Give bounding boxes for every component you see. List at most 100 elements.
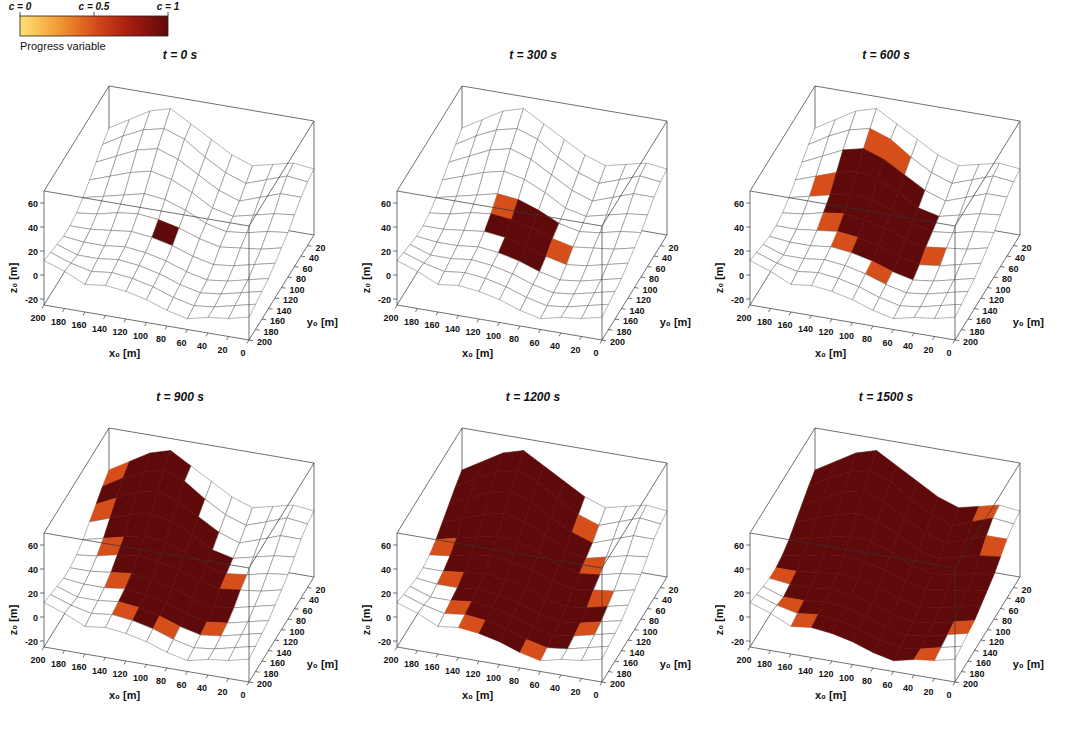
axes: 2001801601401201008060402002040608010012… xyxy=(713,541,1044,701)
z-tick-label: -20 xyxy=(731,637,744,647)
x-tick-label: 160 xyxy=(777,662,792,672)
y-tick-label: 140 xyxy=(277,306,292,316)
box-edge xyxy=(602,577,667,682)
y-tick-label: 120 xyxy=(636,295,651,305)
z-tick-label: -20 xyxy=(378,637,391,647)
y-tick xyxy=(249,682,253,684)
x-tick xyxy=(124,319,126,322)
surface-cell xyxy=(974,556,1001,575)
x-tick xyxy=(145,665,147,668)
y-tick-label: 100 xyxy=(996,627,1011,637)
x-tick xyxy=(580,679,582,682)
y-tick-label: 160 xyxy=(976,658,991,668)
z-tick xyxy=(40,545,44,546)
panel-title: t = 900 s xyxy=(156,390,204,404)
panel: t = 1200 s200180160140120100806040200204… xyxy=(360,390,691,701)
z-tick-label: 0 xyxy=(33,271,38,281)
box-edge xyxy=(249,226,250,340)
x-tick-label: 100 xyxy=(839,673,854,683)
y-tick-label: 160 xyxy=(270,658,285,668)
x-tick-label: 180 xyxy=(757,659,772,669)
y-tick xyxy=(635,629,639,631)
x-tick-label: 40 xyxy=(197,683,207,693)
surface-cell xyxy=(601,605,628,622)
y-tick-label: 20 xyxy=(669,243,679,253)
y-tick-label: 60 xyxy=(303,606,313,616)
surface-cell xyxy=(627,194,654,215)
box-edge xyxy=(955,577,1020,682)
y-tick xyxy=(981,298,985,300)
z-tick xyxy=(746,641,750,642)
y-tick-label: 20 xyxy=(669,585,679,595)
x-tick xyxy=(912,333,914,336)
y-tick xyxy=(249,340,253,342)
z-axis-title: z₀ [m] xyxy=(360,262,372,293)
box-edge xyxy=(750,191,955,226)
surface-cell xyxy=(255,590,282,607)
z-tick-label: 40 xyxy=(734,223,744,233)
colorbar-tick xyxy=(94,12,95,16)
x-tick xyxy=(539,672,541,675)
panel: t = 600 s2001801601401201008060402002040… xyxy=(713,48,1044,359)
z-tick-label: 20 xyxy=(28,247,38,257)
x-tick-label: 120 xyxy=(112,669,127,679)
x-tick xyxy=(933,679,935,682)
x-axis-title: x₀ [m] xyxy=(815,689,847,701)
axes: 2001801601401201008060402002040608010012… xyxy=(360,199,691,359)
surface-cell xyxy=(954,605,981,622)
y-tick-label: 140 xyxy=(983,648,998,658)
y-tick-label: 100 xyxy=(290,285,305,295)
surface-cell xyxy=(614,232,641,250)
y-tick-label: 160 xyxy=(623,658,638,668)
x-tick-label: 120 xyxy=(465,327,480,337)
y-tick-label: 200 xyxy=(610,679,625,689)
y-tick xyxy=(654,598,658,600)
x-tick xyxy=(477,661,479,664)
x-tick xyxy=(457,316,459,319)
y-tick-label: 160 xyxy=(623,316,638,326)
z-tick xyxy=(40,569,44,570)
surface-cell xyxy=(967,232,994,250)
x-tick-label: 200 xyxy=(30,655,45,665)
z-tick-label: 40 xyxy=(734,565,744,575)
box-edge xyxy=(314,121,315,235)
y-tick-label: 40 xyxy=(309,595,319,605)
x-tick xyxy=(498,323,500,326)
x-tick-label: 140 xyxy=(445,666,460,676)
x-tick xyxy=(227,679,229,682)
y-tick xyxy=(1007,598,1011,600)
box-edge xyxy=(955,226,956,340)
x-tick xyxy=(600,340,602,343)
x-axis-title: x₀ [m] xyxy=(109,347,141,359)
box-edge xyxy=(44,647,249,682)
surface-cell xyxy=(935,304,962,318)
x-tick-label: 20 xyxy=(217,687,227,697)
box-edge xyxy=(462,428,667,463)
box-edge xyxy=(1020,463,1021,577)
y-tick xyxy=(981,640,985,642)
z-tick xyxy=(393,641,397,642)
x-tick-label: 200 xyxy=(383,313,398,323)
x-tick xyxy=(395,647,397,650)
x-tick-label: 200 xyxy=(383,655,398,665)
x-tick xyxy=(165,668,167,671)
y-tick xyxy=(1007,256,1011,258)
box-edge xyxy=(397,191,398,305)
z-tick-label: 60 xyxy=(381,199,391,209)
surface-cell xyxy=(255,248,282,265)
z-axis-title: z₀ [m] xyxy=(713,604,725,635)
x-tick xyxy=(63,651,65,654)
y-tick xyxy=(975,308,979,310)
x-tick xyxy=(789,312,791,315)
y-tick-label: 120 xyxy=(989,295,1004,305)
y-tick xyxy=(262,661,266,663)
x-tick xyxy=(83,312,85,315)
z-tick-label: 20 xyxy=(734,247,744,257)
z-tick xyxy=(40,227,44,228)
surface-cell xyxy=(621,214,648,233)
axes: 2001801601401201008060402002040608010012… xyxy=(7,541,338,701)
x-tick-label: 120 xyxy=(112,327,127,337)
surface-cell xyxy=(235,633,262,647)
box-edge xyxy=(750,86,815,191)
y-tick xyxy=(962,671,966,673)
